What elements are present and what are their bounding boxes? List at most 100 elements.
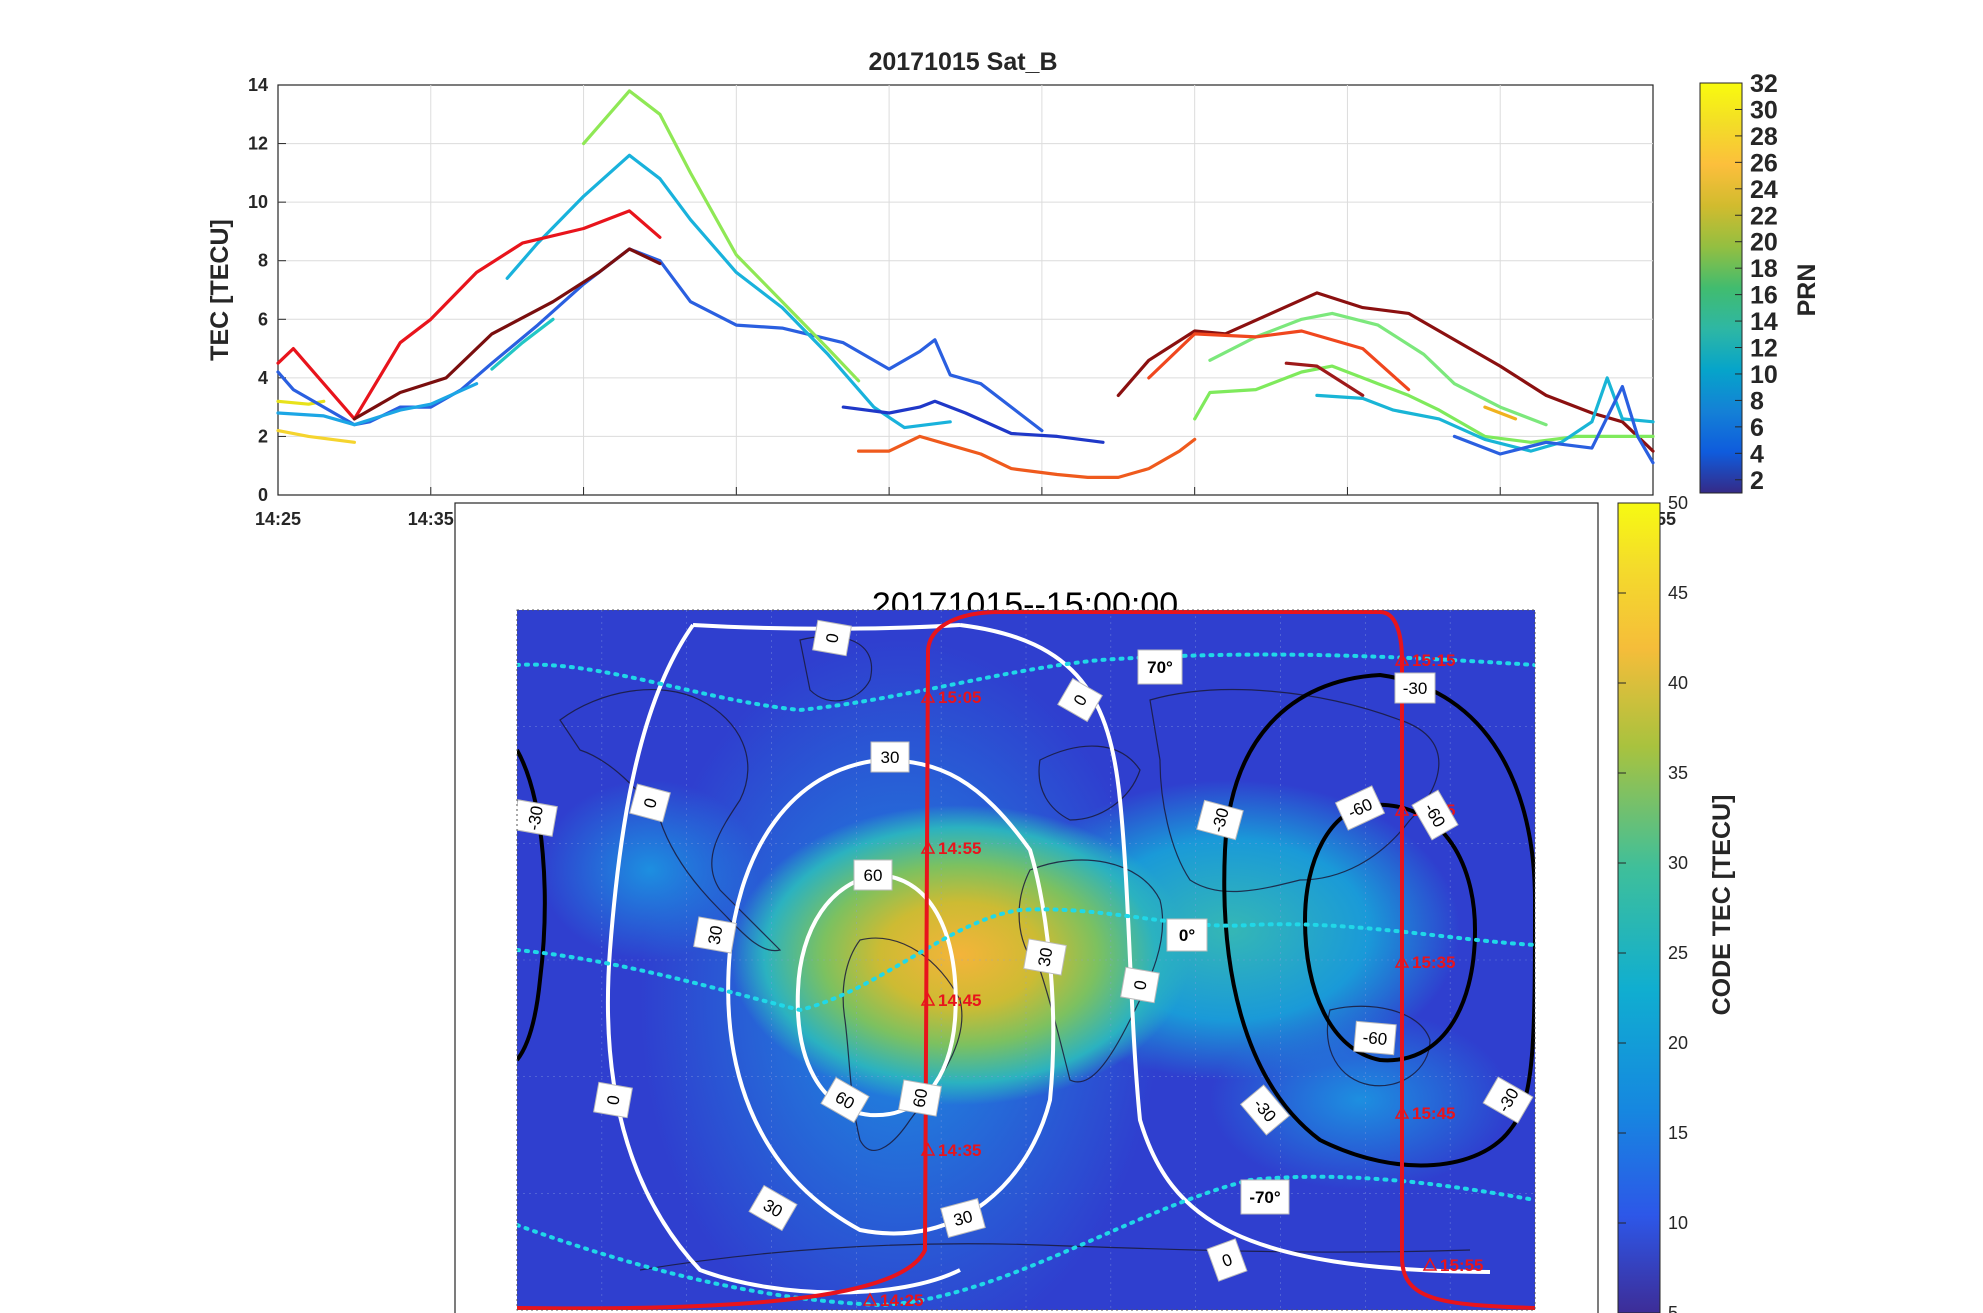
tec-maximum bbox=[730, 805, 1190, 1105]
series-line-prn-15 bbox=[490, 317, 555, 371]
tec-region-pacific bbox=[540, 780, 760, 960]
contour-label-box bbox=[1137, 649, 1183, 685]
y-tick-label: 0 bbox=[258, 485, 268, 505]
series-line-prn-19 bbox=[1193, 364, 1655, 444]
prn-tick-label: 10 bbox=[1750, 361, 1778, 389]
contour-label: 30 bbox=[940, 1197, 986, 1239]
prn-tick-label: 18 bbox=[1750, 255, 1778, 283]
top-chart-title: 20171015 Sat_B bbox=[868, 48, 1057, 76]
track-time-marker bbox=[1394, 1105, 1410, 1119]
contour-label-text: 30 bbox=[952, 1207, 975, 1230]
tec-colorbar-ticks: 5 10 15 20 25 30 35 40 45 50 bbox=[1618, 493, 1688, 1313]
contour-label: 70° bbox=[1137, 649, 1183, 685]
contour-label-box bbox=[1240, 1179, 1290, 1215]
tec-region-oceania bbox=[1210, 1010, 1510, 1190]
y-tick-label: 10 bbox=[248, 192, 268, 212]
track-time-label: 15:55 bbox=[1440, 1256, 1483, 1275]
prn-tick-label: 2 bbox=[1750, 467, 1764, 495]
tec-tick-label: 30 bbox=[1668, 853, 1688, 873]
x-tick-label: 14:25 bbox=[255, 509, 301, 529]
series-line-prn-4 bbox=[841, 399, 1105, 444]
y-tick-label: 14 bbox=[248, 75, 268, 95]
contour-label-box bbox=[1411, 789, 1459, 841]
contour-label-box bbox=[1196, 799, 1244, 841]
series-line-prn-21 bbox=[582, 89, 861, 383]
series-line-prn-30 bbox=[1284, 361, 1365, 397]
contour-label-box bbox=[812, 619, 852, 657]
tec-map-chart: 20171015--15:00:00 bbox=[454, 493, 1736, 1313]
contour-label: 30 bbox=[748, 1184, 798, 1232]
contour-label-box bbox=[853, 859, 893, 891]
prn-tick-label: 30 bbox=[1750, 96, 1778, 124]
contour-label-text: 60 bbox=[909, 1087, 931, 1109]
track-south-leg bbox=[517, 610, 1535, 1310]
contour-label: 60 bbox=[898, 1079, 942, 1117]
top-series-group bbox=[276, 89, 1655, 479]
contour-label-box bbox=[1394, 672, 1436, 704]
contour-label: -30 bbox=[1394, 672, 1436, 704]
series-line-prn-12 bbox=[276, 382, 479, 427]
map-grid bbox=[517, 610, 1535, 1310]
contour-black-m60 bbox=[1302, 802, 1478, 1063]
contour-label-box bbox=[517, 799, 558, 837]
prn-tick-label: 8 bbox=[1750, 387, 1764, 415]
track-time-marker bbox=[1422, 1257, 1438, 1271]
series-line-prn-31 bbox=[1147, 329, 1411, 392]
contour-label: -30 bbox=[1482, 1076, 1534, 1124]
coast-australia bbox=[1326, 1005, 1431, 1087]
prn-tick-label: 14 bbox=[1750, 308, 1778, 336]
contour-white-60 bbox=[795, 872, 958, 1118]
tec-colorbar bbox=[1617, 502, 1661, 1313]
contour-label-box bbox=[1120, 966, 1160, 1004]
prn-colorbar bbox=[1699, 82, 1743, 494]
contour-label: -60 bbox=[1353, 1020, 1397, 1056]
contour-label-text: -30 bbox=[1403, 679, 1428, 698]
prn-tick-label: 6 bbox=[1750, 414, 1764, 442]
contour-label: -30 bbox=[1196, 799, 1244, 841]
contour-label-text: 30 bbox=[881, 748, 900, 767]
track-time-label: 14:45 bbox=[938, 991, 981, 1010]
contour-label: 30 bbox=[1023, 938, 1067, 976]
contour-label-text: 30 bbox=[1034, 946, 1056, 968]
contour-label: 0° bbox=[1166, 918, 1208, 952]
contour-label: 0 bbox=[1057, 677, 1103, 723]
prn-colorbar-label: PRN bbox=[1793, 264, 1821, 317]
contour-label: 30 bbox=[693, 916, 737, 954]
tec-tick-label: 5 bbox=[1668, 1303, 1678, 1313]
tec-map-field: 15:1515:0514:5514:4514:3514:2515:2515:35… bbox=[517, 610, 1535, 1310]
track-time-label: 14:35 bbox=[938, 1141, 981, 1160]
track-time-marker bbox=[920, 689, 936, 703]
contour-label-text: 0 bbox=[603, 1094, 623, 1107]
contour-label: 0 bbox=[593, 1081, 633, 1119]
contour-label-box bbox=[1353, 1020, 1397, 1056]
track-time-label: 14:25 bbox=[880, 1291, 923, 1310]
contour-label-text: 70° bbox=[1147, 658, 1173, 677]
contour-label: -60 bbox=[1411, 789, 1459, 841]
contour-label-box bbox=[940, 1197, 986, 1239]
track-time-marker bbox=[1394, 802, 1410, 816]
satellite-track bbox=[517, 610, 1535, 1310]
tec-tick-label: 45 bbox=[1668, 583, 1688, 603]
contour-label: 60 bbox=[820, 1076, 870, 1124]
contour-label: -30 bbox=[517, 799, 558, 837]
series-line-prn-32 bbox=[352, 247, 662, 421]
prn-tick-label: 24 bbox=[1750, 176, 1778, 204]
track-time-marker bbox=[920, 840, 936, 854]
contour-label: 0 bbox=[629, 783, 671, 823]
tec-tick-label: 20 bbox=[1668, 1033, 1688, 1053]
track-time-marker bbox=[1394, 954, 1410, 968]
dip-line-0 bbox=[517, 907, 1535, 1013]
contour-label: 0 bbox=[1120, 966, 1160, 1004]
contour-label: -70° bbox=[1240, 1179, 1290, 1215]
contour-label-text: 0 bbox=[1130, 979, 1150, 992]
contour-label: 60 bbox=[853, 859, 893, 891]
series-line-prn-27 bbox=[1483, 405, 1518, 421]
contour-label-text: -60 bbox=[1362, 1028, 1388, 1049]
contour-label-box bbox=[693, 916, 737, 954]
tec-tick-label: 35 bbox=[1668, 763, 1688, 783]
top-y-axis-label: TEC [TECU] bbox=[206, 219, 234, 361]
track-time-marker bbox=[862, 1292, 878, 1306]
y-tick-label: 6 bbox=[258, 309, 268, 329]
